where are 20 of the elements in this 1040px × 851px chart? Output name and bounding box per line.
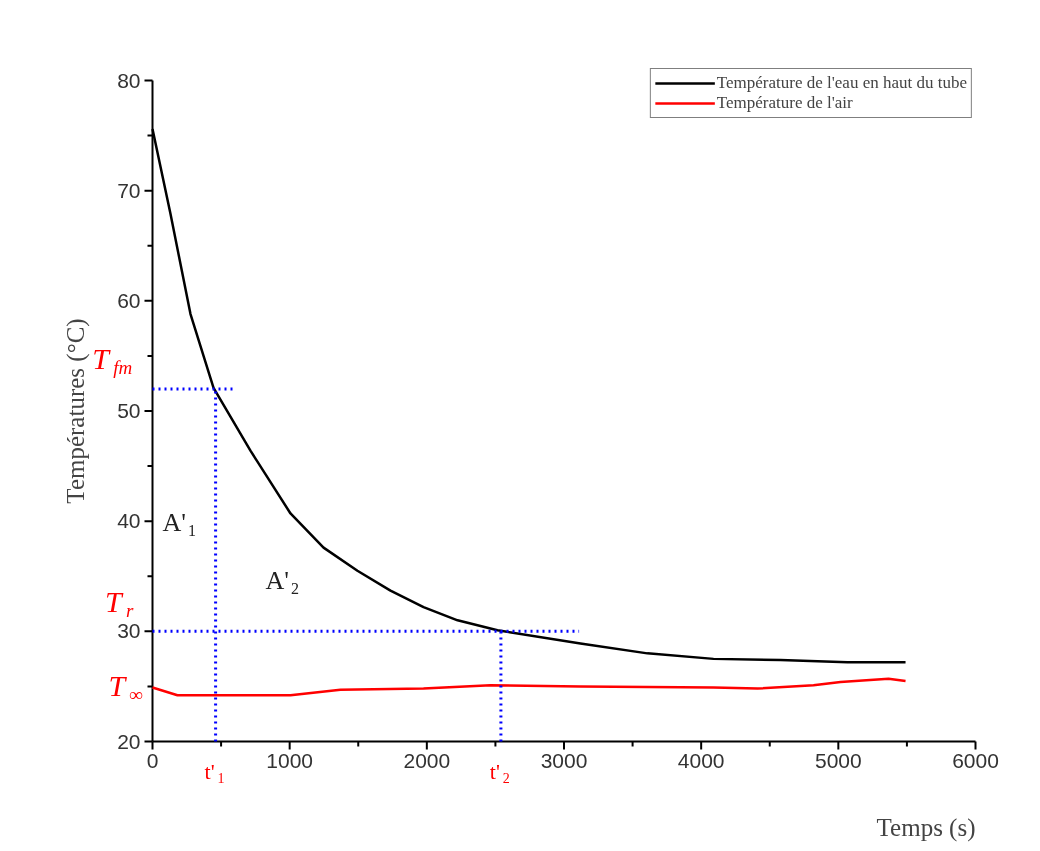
x-tick-label: 4000 [677, 748, 725, 772]
y-tick-label: 60 [117, 288, 141, 312]
legend-label: Température de l'eau en haut du tube [716, 73, 967, 93]
x-tick-label: 2000 [403, 748, 451, 772]
x-tick-label: 6000 [952, 748, 999, 772]
y-tick-label: 40 [117, 509, 141, 533]
x-axis-title: Temps (s) [876, 814, 976, 842]
text: T∞ [108, 669, 144, 705]
line-series [151, 677, 907, 697]
y-axis-title: Températures (°C) [62, 318, 90, 504]
y-tick-label: 20 [117, 729, 141, 753]
y-tick-label: 30 [117, 619, 141, 643]
y-tick-label: 70 [117, 178, 141, 202]
y-tick-label: 50 [117, 399, 141, 422]
y-tick-label: 80 [117, 68, 141, 92]
x-tick-label: 1000 [266, 748, 314, 772]
legend-label: Température de l'air [716, 93, 853, 113]
x-tick-label: 3000 [540, 748, 588, 772]
x-tick-label: 0 [146, 748, 159, 772]
x-tick-label: 5000 [814, 748, 862, 772]
